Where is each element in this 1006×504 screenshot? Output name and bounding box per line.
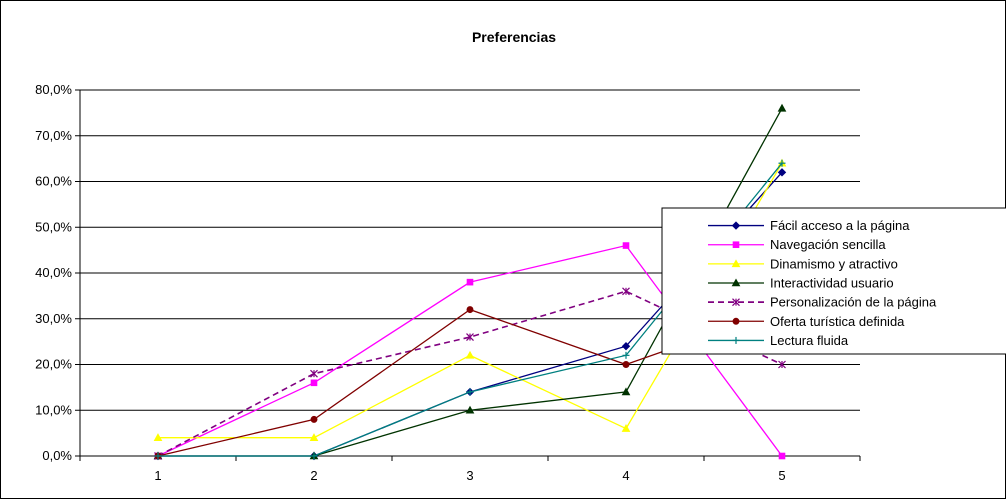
- data-point: [731, 221, 741, 230]
- data-point: [310, 379, 318, 387]
- y-tick-label: 30,0%: [35, 311, 72, 326]
- legend-item: Lectura fluida: [708, 333, 849, 348]
- y-tick-label: 70,0%: [35, 128, 72, 143]
- legend-label: Navegación sencilla: [770, 237, 886, 252]
- data-point: [465, 350, 475, 359]
- x-tick-label: 3: [466, 468, 473, 483]
- data-point: [310, 415, 318, 423]
- data-point: [732, 298, 740, 307]
- data-point: [153, 433, 163, 441]
- legend-label: Fácil acceso a la página: [770, 218, 910, 233]
- data-point: [309, 433, 319, 441]
- data-point: [732, 317, 740, 325]
- legend-item: Navegación sencilla: [708, 237, 886, 252]
- legend-label: Oferta turística definida: [770, 314, 905, 329]
- data-point: [621, 387, 631, 396]
- x-tick-label: 4: [622, 468, 629, 483]
- data-point: [466, 278, 474, 286]
- data-point: [778, 360, 786, 369]
- legend-item: Interactividad usuario: [708, 276, 894, 291]
- legend-label: Lectura fluida: [770, 333, 849, 348]
- y-tick-label: 60,0%: [35, 174, 72, 189]
- legend-item: Fácil acceso a la página: [708, 218, 910, 233]
- data-point: [622, 242, 630, 249]
- data-point: [778, 452, 786, 460]
- data-point: [465, 405, 475, 414]
- data-point: [777, 168, 787, 177]
- x-tick-label: 1: [154, 468, 161, 483]
- data-point: [466, 333, 474, 341]
- legend-box: [661, 207, 1006, 355]
- data-point: [310, 369, 318, 378]
- data-point: [621, 424, 631, 432]
- legend-label: Interactividad usuario: [770, 276, 894, 291]
- legend-item: Personalización de la página: [708, 295, 937, 310]
- y-tick-label: 0,0%: [42, 448, 72, 463]
- data-point: [732, 241, 740, 249]
- data-point: [310, 452, 318, 460]
- data-point: [622, 361, 630, 368]
- data-point: [622, 287, 630, 296]
- data-point: [777, 103, 787, 112]
- y-tick-label: 80,0%: [35, 82, 72, 97]
- legend-label: Personalización de la página: [770, 295, 937, 310]
- data-point: [731, 259, 741, 268]
- data-point: [622, 351, 630, 359]
- legend-item: Oferta turística definida: [708, 314, 905, 329]
- data-point: [778, 159, 786, 167]
- legend: Fácil acceso a la página Navegación senci…: [661, 207, 1006, 355]
- x-tick-label: 2: [310, 468, 317, 483]
- y-tick-label: 10,0%: [35, 402, 72, 417]
- y-tick-label: 50,0%: [35, 219, 72, 234]
- legend-item: Dinamismo y atractivo: [708, 256, 898, 271]
- data-point: [466, 306, 474, 314]
- data-point: [466, 388, 474, 396]
- chart-title: Preferencias: [472, 29, 556, 45]
- data-point: [154, 452, 162, 460]
- x-tick-label: 5: [778, 468, 785, 483]
- data-point: [621, 341, 631, 351]
- legend-label: Dinamismo y atractivo: [770, 256, 898, 271]
- y-tick-label: 20,0%: [35, 357, 72, 372]
- y-tick-label: 40,0%: [35, 265, 72, 280]
- data-point: [731, 278, 741, 287]
- axes: 0,0% 10,0% 20,0% 30,0% 40,0% 50,0% 60,0% 70,0% 8…: [35, 82, 861, 483]
- data-point: [732, 336, 740, 344]
